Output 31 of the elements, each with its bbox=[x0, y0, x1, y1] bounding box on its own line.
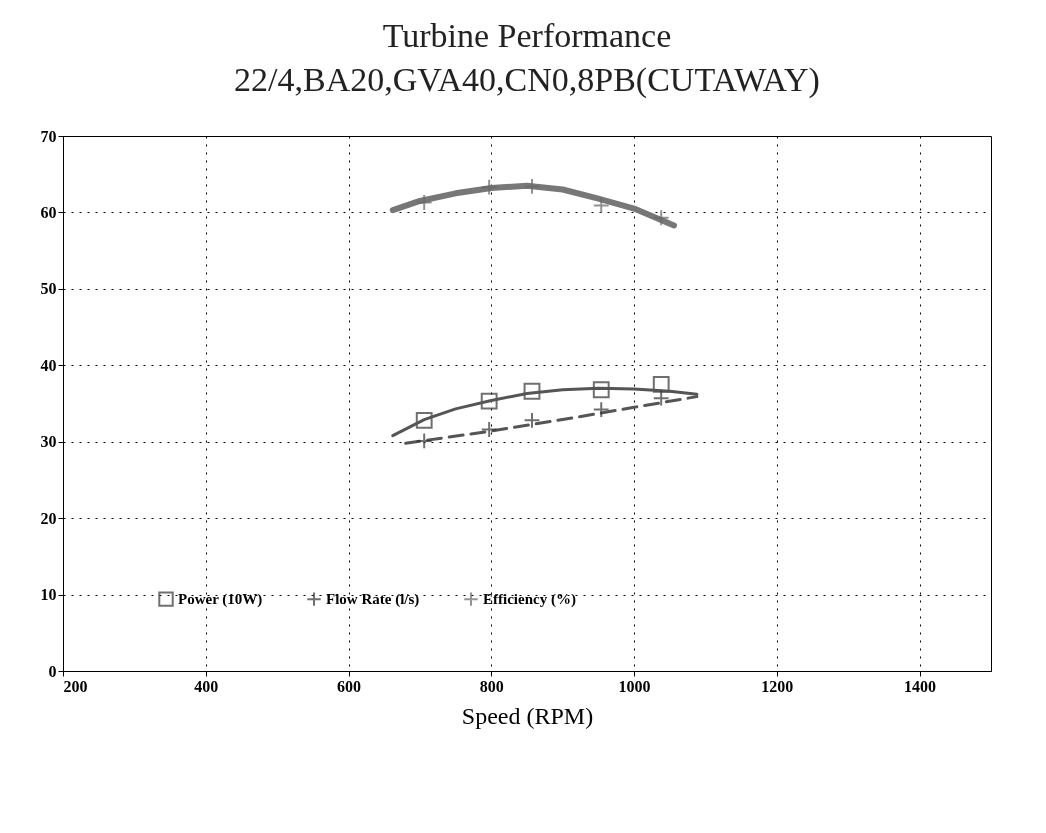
point bbox=[652, 209, 670, 227]
legend-label: Flow Rate (l/s) bbox=[326, 591, 420, 609]
point bbox=[480, 392, 498, 410]
legend-label: Efficiency (%) bbox=[483, 591, 576, 609]
y-tick-label: 40 bbox=[40, 356, 57, 374]
x-tick-label: 600 bbox=[337, 677, 362, 695]
point bbox=[592, 381, 610, 399]
point bbox=[652, 375, 670, 393]
legend-label: Power (10W) bbox=[178, 591, 263, 609]
y-tick-label: 60 bbox=[40, 203, 57, 221]
point bbox=[480, 178, 498, 196]
text: Turbine Performance bbox=[382, 17, 672, 54]
x-tick-label: 1000 bbox=[618, 677, 651, 695]
y-tick-label: 70 bbox=[40, 127, 57, 145]
text: 22/4,BA20,GVA40,CN0,8PB(CUTAWAY) bbox=[234, 61, 820, 98]
point bbox=[592, 197, 610, 214]
point bbox=[523, 382, 541, 400]
y-tick-label: 20 bbox=[40, 509, 57, 527]
point bbox=[415, 194, 433, 211]
y-tick-label: 30 bbox=[40, 433, 57, 451]
x-tick-label: 400 bbox=[194, 677, 219, 695]
point bbox=[415, 411, 433, 429]
y-tick-label: 50 bbox=[40, 280, 57, 298]
x-axis-title: Speed (RPM) bbox=[461, 702, 594, 729]
y-tick-label: 10 bbox=[40, 586, 57, 604]
x-tick-label: 1400 bbox=[904, 677, 937, 695]
x-tick-label: 1200 bbox=[761, 677, 794, 695]
x-tick-label: 200 bbox=[63, 677, 88, 695]
point bbox=[523, 178, 541, 195]
y-tick-label: 0 bbox=[48, 662, 57, 680]
x-tick-label: 800 bbox=[479, 677, 504, 695]
